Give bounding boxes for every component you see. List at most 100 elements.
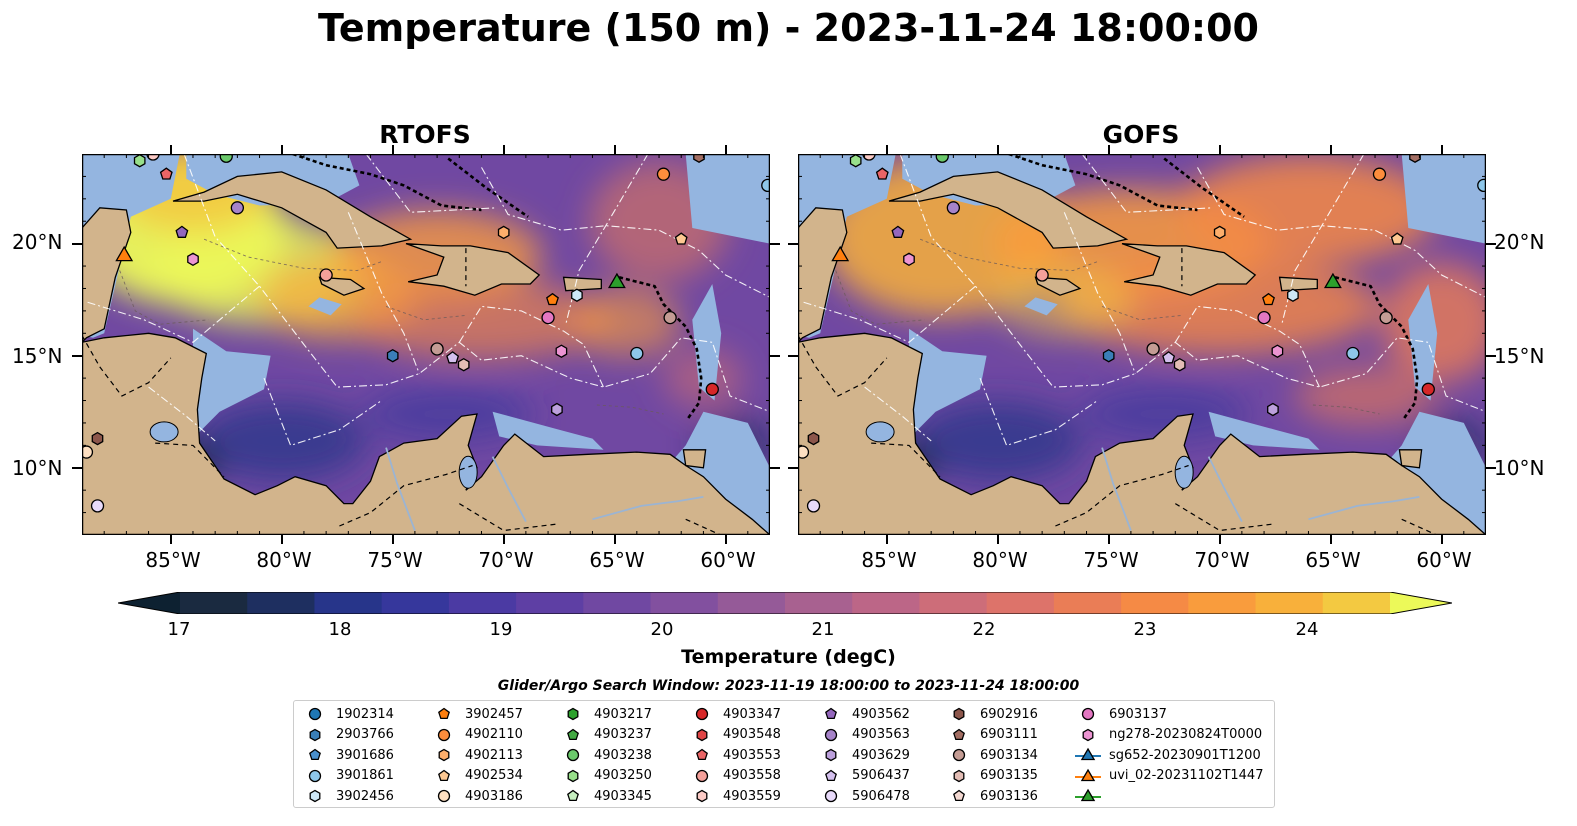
legend-label: 2903766	[336, 727, 394, 742]
legend-label: uvi_02-20231102T1447	[1109, 768, 1264, 783]
legend-item: 5906478	[816, 786, 910, 806]
legend-label: 6903137	[1109, 706, 1167, 722]
legend-marker	[953, 707, 965, 721]
legend-item: 4903559	[687, 786, 781, 806]
float-marker	[1257, 310, 1271, 325]
legend-marker	[825, 769, 837, 781]
lon-label-65w-left: 65°W	[589, 548, 645, 572]
float-marker	[1173, 357, 1186, 372]
lon-tick	[1329, 535, 1332, 544]
colorbar-segment	[852, 592, 921, 614]
legend-marker	[309, 728, 321, 741]
float-marker	[875, 167, 889, 180]
legend-marker	[567, 707, 579, 721]
float-marker	[555, 344, 568, 358]
legend-swatch	[567, 728, 579, 740]
legend-item: 4903238	[558, 745, 652, 765]
float-marker	[806, 499, 821, 513]
lon-tick	[613, 535, 616, 544]
legend-item: 3902456	[300, 786, 394, 806]
float-marker	[159, 167, 173, 180]
colorbar-segment	[448, 592, 517, 614]
float-marker	[862, 154, 876, 161]
legend-item: 6903111	[944, 725, 1038, 745]
float-marker	[146, 154, 160, 161]
lon-tick	[391, 145, 394, 154]
legend-label: 6902916	[980, 706, 1038, 722]
float-marker	[705, 382, 719, 396]
legend-swatch	[438, 748, 450, 762]
map-panel-gofs	[798, 154, 1486, 535]
legend-item: 4902534	[429, 766, 523, 786]
colorbar-tick-23: 23	[1133, 619, 1157, 640]
legend-label: 4903558	[723, 768, 781, 783]
legend-marker	[567, 728, 579, 740]
legend-item: 3901861	[300, 766, 394, 786]
legend-item: 4903237	[558, 725, 652, 745]
legend-marker	[953, 789, 965, 802]
legend-marker	[825, 707, 837, 720]
colorbar-segment	[1188, 592, 1257, 614]
legend-swatch	[696, 728, 708, 741]
lat-label-10n-left: 10°N	[12, 456, 63, 480]
float-marker	[1372, 167, 1387, 181]
float-marker	[446, 351, 460, 364]
legend-marker	[952, 748, 966, 762]
float-marker	[1267, 402, 1279, 417]
lat-tick	[72, 466, 82, 469]
shelf-area	[193, 328, 271, 435]
legend-label: 6903135	[980, 768, 1038, 783]
float-marker	[891, 225, 905, 238]
legend-marker	[437, 789, 451, 803]
legend-marker	[438, 707, 450, 720]
legend-swatch	[437, 789, 451, 803]
legend-label: 4902534	[465, 768, 523, 783]
legend-label: 6903134	[980, 747, 1038, 763]
legend-item: 4903629	[816, 745, 910, 765]
float-marker	[1421, 382, 1435, 396]
lon-tick	[885, 145, 888, 154]
legend-label: 3902457	[465, 706, 523, 722]
legend-swatch	[953, 769, 965, 782]
lon-tick	[1107, 145, 1110, 154]
float-marker	[430, 342, 444, 356]
legend-label: 4903345	[594, 788, 652, 804]
legend-item: 4903553	[687, 745, 781, 765]
legend-marker	[695, 769, 709, 782]
colorbar-tick-19: 19	[489, 619, 513, 640]
lat-label-15n-right: 15°N	[1494, 344, 1545, 368]
panel-title-gofs: GOFS	[1102, 120, 1180, 149]
colorbar-segment	[1322, 592, 1391, 614]
legend-label: 4903237	[594, 727, 652, 742]
legend-swatch	[567, 769, 579, 782]
legend-label: 4903562	[852, 706, 910, 722]
float-marker	[133, 154, 146, 168]
legend-label: 3902456	[336, 788, 394, 804]
land-area	[562, 276, 602, 292]
float-marker	[541, 310, 555, 325]
lat-label-15n-left: 15°N	[12, 344, 63, 368]
legend-marker	[437, 728, 451, 741]
lon-tick	[724, 535, 727, 544]
shelf-area	[670, 411, 770, 535]
colorbar	[118, 592, 1452, 614]
lon-tick	[1329, 145, 1332, 154]
legend-item: 3902457	[429, 704, 523, 724]
colorbar-segment	[919, 592, 988, 614]
lat-tick	[788, 354, 798, 357]
float-marker	[1213, 225, 1226, 240]
search-window-caption: Glider/Argo Search Window: 2023-11-19 18…	[497, 678, 1080, 694]
legend-item: 4903347	[687, 704, 781, 724]
lat-tick	[1486, 354, 1496, 357]
land-area	[1398, 449, 1423, 469]
lon-label-85w-left: 85°W	[145, 548, 201, 572]
legend-marker	[309, 748, 321, 761]
legend-item: 6903135	[944, 766, 1038, 786]
legend-marker	[825, 748, 837, 762]
legend-swatch	[437, 728, 451, 741]
lat-tick	[770, 242, 780, 245]
map-panel-rtofs	[82, 154, 770, 535]
legend-swatch	[567, 789, 579, 802]
legend-item: 4903563	[816, 725, 910, 745]
legend-label: 5906437	[852, 768, 910, 783]
